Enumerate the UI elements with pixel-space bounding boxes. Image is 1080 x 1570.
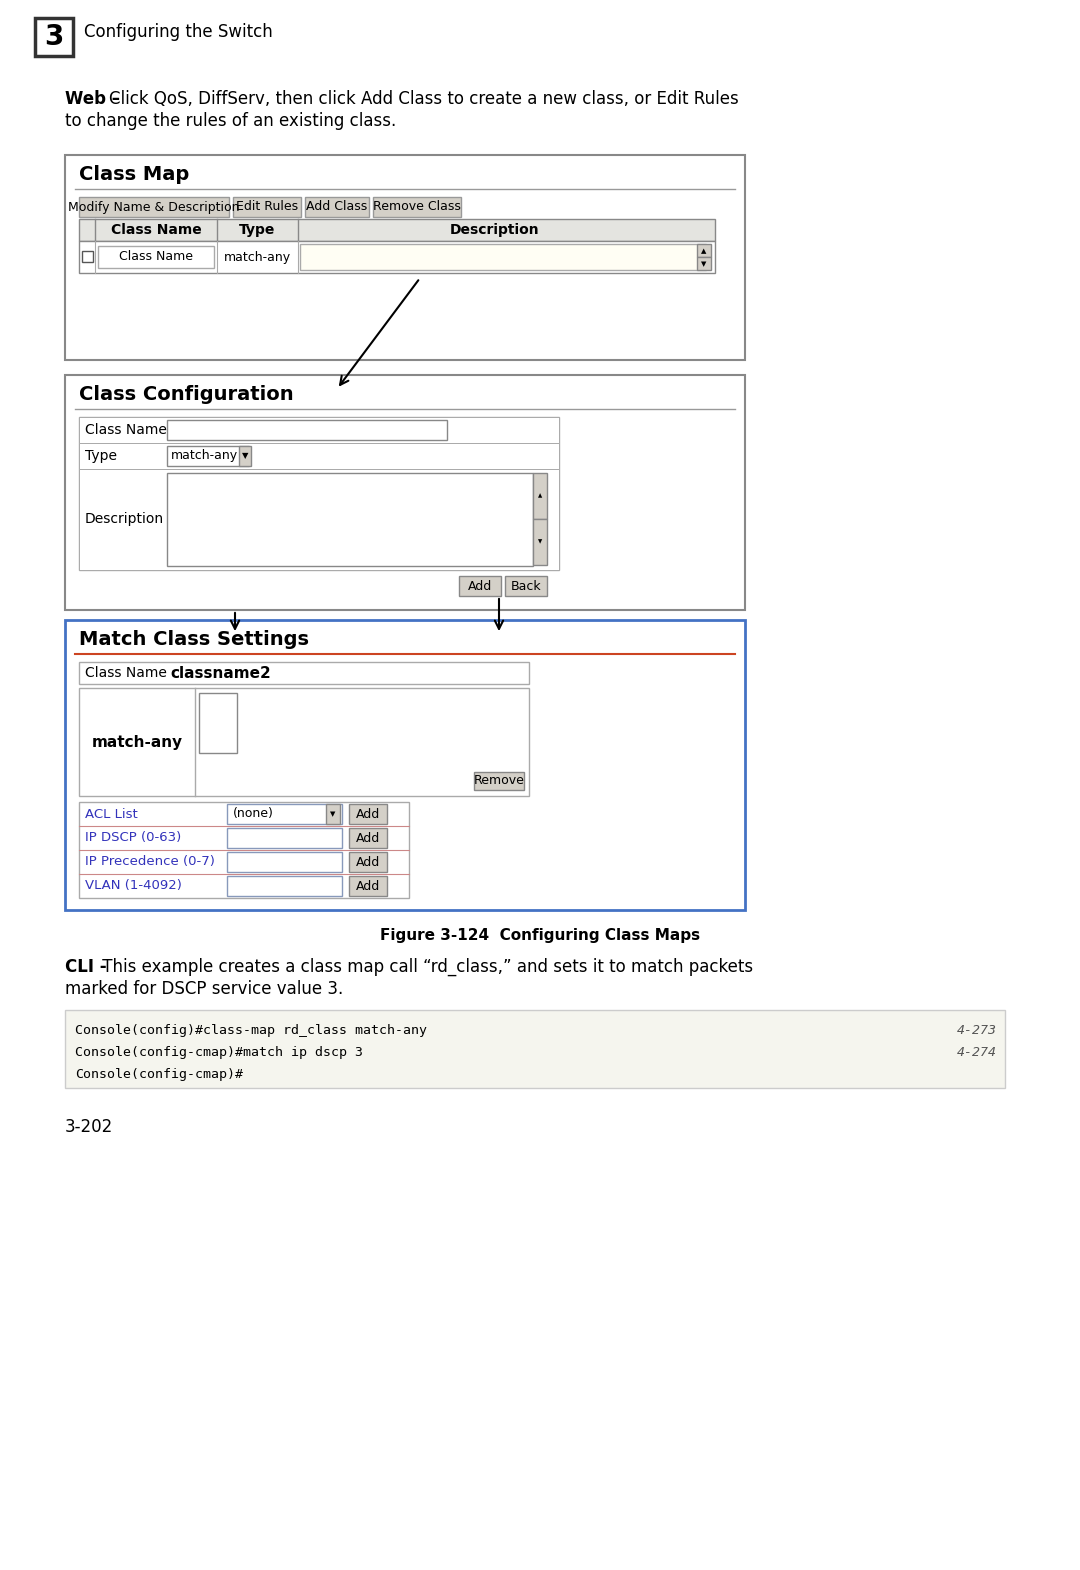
Text: Class Configuration: Class Configuration	[79, 385, 294, 403]
Text: Add: Add	[356, 832, 380, 845]
Text: Back: Back	[511, 579, 541, 592]
Bar	[227, 804, 342, 824]
Text: Class Name :: Class Name :	[85, 666, 176, 680]
Bar	[79, 242, 715, 273]
Text: Figure 3-124  Configuring Class Maps: Figure 3-124 Configuring Class Maps	[380, 928, 700, 944]
Text: 3: 3	[44, 24, 64, 50]
Bar	[239, 446, 251, 466]
Bar	[474, 772, 524, 790]
Text: Description: Description	[85, 512, 164, 526]
Text: (none): (none)	[233, 807, 274, 821]
Text: Add: Add	[356, 807, 380, 821]
Text: Class Name: Class Name	[119, 251, 193, 264]
Bar	[300, 243, 706, 270]
Bar	[98, 246, 214, 268]
Bar	[305, 196, 369, 217]
Bar	[349, 827, 387, 848]
Text: match-any: match-any	[224, 251, 291, 264]
Text: match-any: match-any	[92, 735, 183, 749]
Text: ▼: ▼	[242, 452, 248, 460]
Bar	[82, 251, 93, 262]
Text: Console(config)#class-map rd_class match-any: Console(config)#class-map rd_class match…	[75, 1024, 427, 1038]
Text: Console(config-cmap)#: Console(config-cmap)#	[75, 1068, 243, 1082]
Bar	[79, 469, 559, 570]
Bar	[79, 663, 529, 685]
Bar	[65, 155, 745, 360]
Text: Class Map: Class Map	[79, 165, 189, 184]
Text: Remove: Remove	[473, 774, 525, 788]
Text: Add: Add	[356, 879, 380, 892]
Text: 4-273: 4-273	[957, 1024, 997, 1038]
Text: Class Name: Class Name	[110, 223, 201, 237]
Text: Class Name: Class Name	[85, 422, 167, 436]
Bar	[349, 876, 387, 896]
Text: IP DSCP (0-63): IP DSCP (0-63)	[85, 832, 181, 845]
Text: match-any: match-any	[171, 449, 238, 463]
Bar	[227, 876, 342, 896]
Bar	[697, 257, 711, 270]
Bar	[505, 576, 546, 597]
Bar	[233, 196, 301, 217]
Bar	[349, 804, 387, 824]
Bar	[79, 418, 559, 570]
Text: ▼: ▼	[701, 261, 706, 267]
Bar	[65, 620, 745, 911]
Bar	[167, 421, 447, 440]
Bar	[35, 17, 73, 57]
Bar	[79, 196, 229, 217]
Text: 4-274: 4-274	[957, 1046, 997, 1060]
Text: ▼: ▼	[330, 812, 336, 816]
Text: VLAN (1-4092): VLAN (1-4092)	[85, 879, 181, 892]
Text: Add Class: Add Class	[307, 201, 367, 214]
Text: ▲: ▲	[538, 493, 542, 499]
Bar	[79, 418, 559, 443]
Text: Click QoS, DiffServ, then click Add Class to create a new class, or Edit Rules: Click QoS, DiffServ, then click Add Clas…	[109, 89, 739, 108]
Bar	[65, 375, 745, 611]
Text: This example creates a class map call “rd_class,” and sets it to match packets: This example creates a class map call “r…	[97, 958, 753, 977]
Bar	[79, 218, 715, 242]
Bar	[199, 692, 237, 754]
Text: Match Class Settings: Match Class Settings	[79, 630, 309, 648]
Text: Description: Description	[450, 223, 540, 237]
Bar	[697, 243, 711, 257]
Text: Type: Type	[85, 449, 117, 463]
Text: Type: Type	[239, 223, 275, 237]
Text: classname2: classname2	[170, 666, 271, 680]
Text: marked for DSCP service value 3.: marked for DSCP service value 3.	[65, 980, 343, 999]
Bar	[534, 473, 546, 520]
Bar	[79, 443, 559, 469]
Text: 3-202: 3-202	[65, 1118, 113, 1137]
Bar	[79, 802, 409, 898]
Text: Modify Name & Description: Modify Name & Description	[68, 201, 240, 214]
Text: to change the rules of an existing class.: to change the rules of an existing class…	[65, 111, 396, 130]
Bar	[227, 853, 342, 871]
Text: Add: Add	[356, 856, 380, 868]
Text: Web –: Web –	[65, 89, 125, 108]
Text: IP Precedence (0-7): IP Precedence (0-7)	[85, 856, 215, 868]
Bar	[167, 473, 534, 567]
Bar	[79, 688, 529, 796]
Text: ▲: ▲	[701, 248, 706, 254]
Bar	[326, 804, 340, 824]
Text: ACL List: ACL List	[85, 807, 138, 821]
Bar	[167, 446, 249, 466]
Bar	[349, 853, 387, 871]
Text: ▼: ▼	[538, 540, 542, 545]
Bar	[459, 576, 501, 597]
Text: Console(config-cmap)#match ip dscp 3: Console(config-cmap)#match ip dscp 3	[75, 1046, 363, 1060]
Bar	[373, 196, 461, 217]
Text: Configuring the Switch: Configuring the Switch	[84, 24, 273, 41]
Bar	[534, 520, 546, 565]
Bar	[65, 1010, 1005, 1088]
Text: Edit Rules: Edit Rules	[235, 201, 298, 214]
Text: CLI -: CLI -	[65, 958, 107, 977]
Text: Add: Add	[468, 579, 492, 592]
Bar	[227, 827, 342, 848]
Text: Remove Class: Remove Class	[373, 201, 461, 214]
